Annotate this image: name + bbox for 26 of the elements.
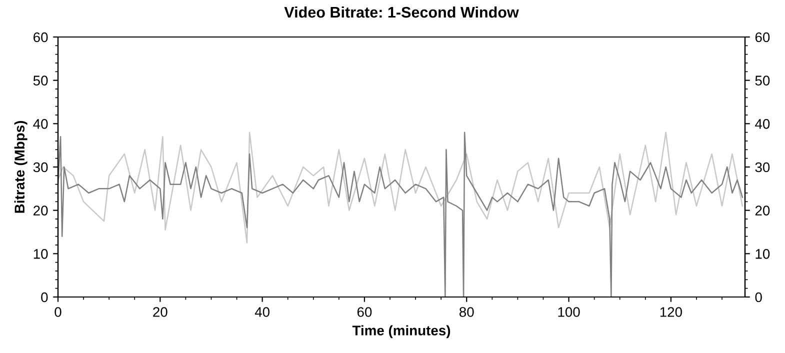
x-tick-label: 20 [153, 307, 168, 317]
y-tick-label: 30 [33, 162, 48, 172]
x-tick-label: 0 [54, 307, 62, 317]
y2-tick-label: 50 [755, 76, 770, 86]
y2-tick-label: 0 [755, 292, 762, 302]
line-series [58, 132, 744, 244]
y-tick-label: 40 [33, 119, 48, 129]
y-tick-label: 50 [33, 76, 48, 86]
chart-title: Video Bitrate: 1-Second Window [284, 6, 519, 18]
line-series [58, 132, 744, 297]
y-tick-label: 10 [34, 249, 48, 259]
y2-tick-label: 30 [755, 162, 770, 172]
y-tick-label: 20 [34, 206, 48, 216]
x-tick-label: 80 [460, 307, 474, 317]
y2-tick-label: 20 [755, 206, 770, 216]
x-axis-title: Time (minutes) [352, 325, 450, 338]
y-tick-label: 60 [34, 32, 48, 42]
x-tick-label: 120 [660, 307, 682, 317]
x-tick-label: 40 [254, 307, 270, 317]
y2-tick-label: 60 [755, 32, 770, 42]
y2-tick-label: 40 [755, 119, 770, 129]
x-tick-label: 100 [558, 307, 580, 317]
y-axis-title: Bitrate (Mbps) [14, 121, 28, 213]
y-tick-label: 0 [41, 292, 48, 302]
y2-tick-label: 10 [756, 249, 770, 259]
x-tick-label: 60 [357, 307, 372, 317]
